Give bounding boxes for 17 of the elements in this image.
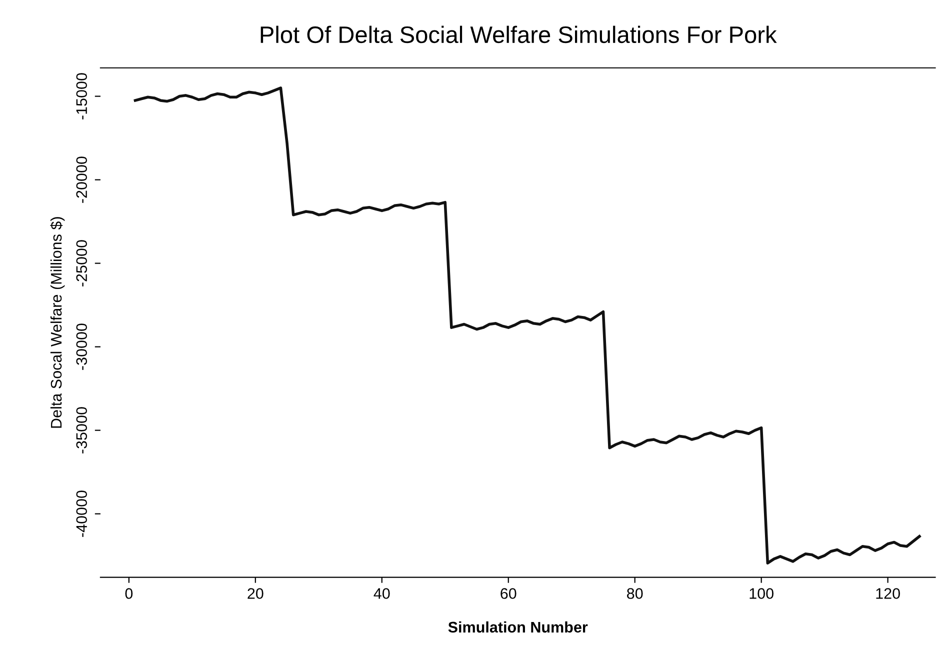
x-tick-label: 20 bbox=[248, 588, 264, 599]
x-tick-label: 60 bbox=[500, 588, 516, 599]
x-tick-label: 100 bbox=[750, 588, 774, 599]
y-tick-label: -30000 bbox=[76, 324, 88, 370]
x-tick-label: 80 bbox=[627, 588, 643, 599]
x-tick-label: 0 bbox=[125, 588, 133, 599]
y-axis-title: Delta Socal Welfare (Millions $) bbox=[50, 217, 65, 428]
y-tick-label: -35000 bbox=[76, 407, 88, 454]
chart-title: Plot Of Delta Social Welfare Simulations For Pork bbox=[260, 26, 777, 44]
y-tick-label: -25000 bbox=[76, 240, 88, 286]
x-tick-label: 40 bbox=[374, 588, 390, 599]
y-tick-label: -40000 bbox=[76, 490, 88, 537]
y-tick-label: -20000 bbox=[76, 156, 88, 203]
line-series bbox=[134, 86, 921, 564]
x-axis-title: Simulation Number bbox=[448, 621, 588, 633]
x-tick-label: 120 bbox=[876, 588, 900, 599]
y-tick-label: -15000 bbox=[76, 73, 88, 120]
